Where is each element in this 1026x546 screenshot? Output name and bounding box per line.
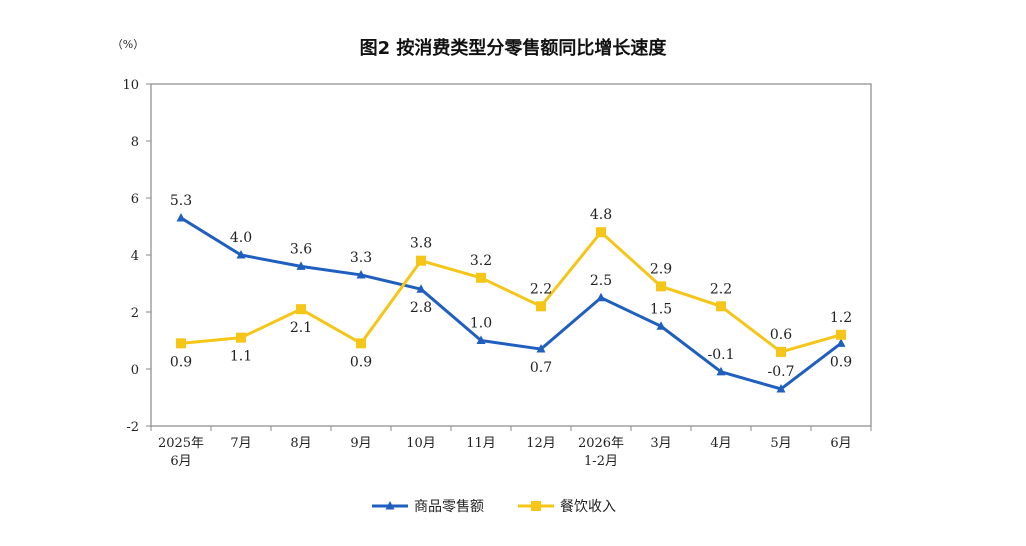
chart-title: 图2 按消费类型分零售额同比增长速度 — [360, 37, 668, 59]
series-point-0 — [776, 383, 786, 393]
y-tick-label: 8 — [131, 135, 139, 150]
data-label: 3.2 — [470, 253, 492, 269]
y-tick-label: 0 — [131, 363, 139, 378]
data-label: 4.8 — [590, 207, 612, 223]
data-label: 4.0 — [230, 230, 252, 246]
x-tick-label: 11月 — [466, 436, 496, 451]
data-label: 0.9 — [830, 354, 852, 370]
x-tick-label: 2026年 — [578, 436, 624, 451]
legend-marker — [385, 501, 395, 510]
series-point-1 — [596, 227, 606, 238]
series-point-0 — [656, 321, 666, 330]
series-point-1 — [536, 301, 546, 312]
x-tick-label: 6月 — [170, 454, 191, 469]
series-point-1 — [716, 301, 726, 312]
data-label: 1.2 — [830, 310, 852, 326]
legend-marker — [531, 501, 541, 511]
plot-frame — [150, 83, 872, 427]
x-tick-label: 4月 — [710, 436, 731, 451]
data-label: 0.7 — [530, 360, 552, 376]
x-tick-label: 8月 — [290, 436, 311, 451]
x-tick-label: 7月 — [230, 436, 251, 451]
data-label: 3.3 — [350, 250, 372, 266]
series-line-0 — [180, 216, 842, 391]
series-point-1 — [836, 329, 846, 340]
series-point-0 — [236, 250, 246, 259]
data-label: 2.8 — [410, 300, 432, 316]
data-label: 0.9 — [350, 354, 372, 370]
x-tick-label: 1-2月 — [584, 454, 618, 469]
data-label: 1.1 — [230, 349, 252, 365]
y-tick-label: 4 — [131, 249, 139, 264]
series-point-0 — [356, 269, 366, 279]
series-point-0 — [416, 284, 426, 293]
x-tick-label: 3月 — [650, 436, 671, 451]
data-label: 3.8 — [410, 236, 432, 252]
series-point-1 — [416, 255, 426, 266]
legend-label: 餐饮收入 — [560, 499, 616, 515]
chart-legend: 商品零售额 餐饮收入 — [372, 499, 616, 515]
data-label: 0.6 — [770, 327, 792, 343]
data-label: 2.1 — [290, 320, 312, 336]
series-point-0 — [536, 344, 546, 353]
data-label: 1.5 — [650, 301, 672, 317]
series-point-0 — [716, 366, 726, 376]
data-label: -0.1 — [708, 347, 735, 363]
x-tick-label: 6月 — [830, 436, 851, 451]
x-tick-label: 2025年 — [158, 436, 204, 451]
series-point-1 — [776, 346, 786, 357]
data-label: -0.7 — [768, 364, 795, 380]
x-tick-label: 5月 — [770, 436, 791, 451]
x-tick-label: 9月 — [350, 436, 371, 451]
data-label: 3.6 — [290, 241, 312, 257]
series-point-1 — [296, 304, 306, 315]
y-tick-label: -2 — [126, 420, 139, 435]
data-label: 0.9 — [170, 354, 192, 370]
x-tick-label: 12月 — [526, 436, 556, 451]
x-tick-label: 10月 — [406, 436, 436, 451]
series-point-0 — [476, 335, 486, 344]
series-point-1 — [476, 272, 486, 283]
series-point-1 — [176, 338, 186, 349]
series-point-1 — [356, 338, 366, 349]
series-point-1 — [656, 281, 666, 292]
series-point-1 — [236, 332, 246, 343]
y-tick-label: 10 — [122, 78, 139, 93]
series-point-0 — [296, 261, 306, 270]
data-label: 2.5 — [590, 273, 612, 289]
series-point-0 — [596, 292, 606, 302]
series-point-0 — [176, 212, 186, 222]
data-label: 2.2 — [710, 281, 732, 297]
y-tick-label: 2 — [131, 306, 139, 321]
series-point-0 — [836, 338, 846, 347]
data-label: 1.0 — [470, 316, 492, 332]
legend-label: 商品零售额 — [414, 499, 484, 515]
data-label: 2.9 — [650, 261, 672, 277]
series-line-1 — [180, 230, 842, 354]
data-label: 2.2 — [530, 281, 552, 297]
y-tick-label: 6 — [131, 192, 139, 207]
y-unit-label: （%） — [112, 38, 144, 51]
data-label: 5.3 — [170, 193, 192, 209]
